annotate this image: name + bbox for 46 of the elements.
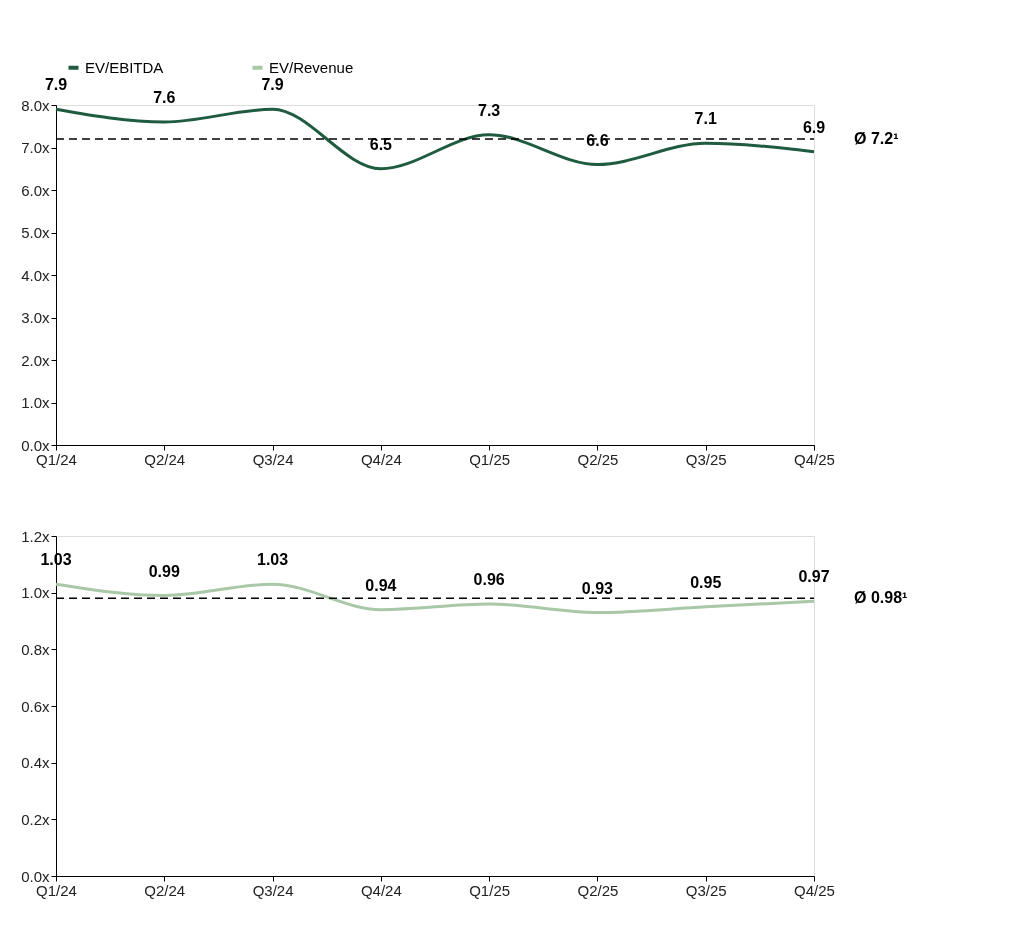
y-tick-label: 8.0x bbox=[21, 96, 50, 114]
data-label: 6.9 bbox=[802, 118, 826, 136]
x-tick-label: Q3/25 bbox=[685, 881, 727, 899]
legend-label: EV/Revenue bbox=[269, 58, 354, 76]
data-label: 6.5 bbox=[369, 135, 393, 153]
data-label: 7.9 bbox=[44, 76, 68, 94]
data-label: 7.3 bbox=[478, 101, 501, 119]
y-tick-label: 2.0x bbox=[21, 351, 50, 369]
data-label: 7.6 bbox=[153, 89, 176, 106]
data-label: 7.1 bbox=[694, 110, 717, 128]
x-tick-label: Q2/25 bbox=[577, 450, 619, 468]
y-tick-label: 1.0x bbox=[21, 394, 50, 411]
y-tick-label: 1.0x bbox=[21, 584, 50, 602]
data-label: 0.97 bbox=[798, 568, 830, 586]
y-tick-label: 0.4x bbox=[21, 754, 50, 772]
ref-line-label: Ø 0.98¹ bbox=[854, 589, 908, 607]
y-tick-label: 7.0x bbox=[21, 139, 50, 156]
x-tick-label: Q3/25 bbox=[685, 450, 727, 468]
y-tick-label: 4.0x bbox=[21, 266, 50, 284]
y-tick-label: 5.0x bbox=[21, 224, 50, 241]
y-tick-label: 0.6x bbox=[21, 697, 50, 715]
x-tick-label: Q4/25 bbox=[794, 881, 835, 899]
x-tick-label: Q2/24 bbox=[144, 450, 186, 468]
ref-line-label: Ø 7.2¹ bbox=[854, 130, 899, 147]
x-tick-label: Q4/25 bbox=[794, 450, 835, 468]
x-tick-label: Q4/24 bbox=[360, 450, 402, 468]
x-tick-label: Q2/24 bbox=[144, 881, 186, 899]
data-label: 0.94 bbox=[365, 576, 397, 594]
data-label: 0.96 bbox=[473, 571, 505, 588]
y-tick-label: 6.0x bbox=[21, 181, 50, 199]
x-tick-label: Q2/25 bbox=[577, 881, 619, 899]
x-tick-label: Q3/24 bbox=[252, 881, 294, 899]
data-label: 0.99 bbox=[148, 562, 180, 580]
x-tick-label: Q3/24 bbox=[252, 450, 294, 468]
y-tick-label: 0.2x bbox=[21, 810, 50, 828]
data-label: 1.03 bbox=[257, 551, 289, 569]
y-tick-label: 3.0x bbox=[21, 309, 50, 326]
x-tick-label: Q1/25 bbox=[469, 881, 511, 899]
data-label: 7.9 bbox=[261, 76, 284, 94]
data-label: 0.93 bbox=[581, 579, 614, 597]
data-label: 0.95 bbox=[690, 573, 722, 591]
y-tick-label: 0.8x bbox=[21, 640, 50, 658]
legend-label: EV/EBITDA bbox=[85, 58, 164, 76]
y-tick-label: 1.2x bbox=[21, 527, 50, 545]
x-tick-label: Q4/24 bbox=[360, 881, 402, 899]
x-tick-label: Q1/25 bbox=[469, 450, 511, 468]
